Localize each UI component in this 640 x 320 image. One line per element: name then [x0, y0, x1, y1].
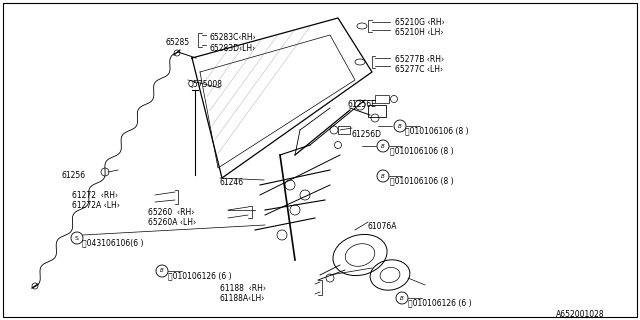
Text: 65277C ‹LH›: 65277C ‹LH› [395, 65, 443, 74]
Text: 61246: 61246 [220, 178, 244, 187]
Text: 65260A ‹LH›: 65260A ‹LH› [148, 218, 196, 227]
Text: 61256D: 61256D [352, 130, 382, 139]
Text: 61256: 61256 [62, 171, 86, 180]
Text: Ⓢ043106106(6 ): Ⓢ043106106(6 ) [82, 238, 143, 247]
Text: Ⓑ010106106 (8 ): Ⓑ010106106 (8 ) [390, 146, 454, 155]
Text: 65210H ‹LH›: 65210H ‹LH› [395, 28, 444, 37]
Text: Ⓑ010106106 (8 ): Ⓑ010106106 (8 ) [390, 176, 454, 185]
Text: 61188  ‹RH›: 61188 ‹RH› [220, 284, 266, 293]
Text: B: B [381, 143, 385, 148]
Text: 61076A: 61076A [368, 222, 397, 231]
Text: 61272A ‹LH›: 61272A ‹LH› [72, 201, 120, 210]
Text: Ⓑ010106126 (6 ): Ⓑ010106126 (6 ) [408, 298, 472, 307]
Text: 65283D‹LH›: 65283D‹LH› [210, 44, 256, 53]
Text: S: S [75, 236, 79, 241]
Text: B: B [398, 124, 402, 129]
Text: 65285: 65285 [165, 38, 189, 47]
Text: B: B [400, 295, 404, 300]
Text: 65277B ‹RH›: 65277B ‹RH› [395, 55, 444, 64]
Text: Ⓑ010106106 (8 ): Ⓑ010106106 (8 ) [405, 126, 468, 135]
Text: 65283C‹RH›: 65283C‹RH› [210, 33, 257, 42]
Text: B: B [160, 268, 164, 274]
Text: Ⓑ010106126 (6 ): Ⓑ010106126 (6 ) [168, 271, 232, 280]
Text: A652001028: A652001028 [556, 310, 605, 319]
Text: 61188A‹LH›: 61188A‹LH› [220, 294, 266, 303]
Text: 65260  ‹RH›: 65260 ‹RH› [148, 208, 195, 217]
Text: 61256E: 61256E [347, 100, 376, 109]
Text: 61272  ‹RH›: 61272 ‹RH› [72, 191, 118, 200]
Text: 65210G ‹RH›: 65210G ‹RH› [395, 18, 445, 27]
Text: B: B [381, 173, 385, 179]
Circle shape [326, 274, 334, 282]
Bar [375, 95, 389, 103]
Text: Q575008: Q575008 [188, 80, 223, 89]
Bar [368, 105, 386, 117]
Bar [338, 126, 350, 134]
